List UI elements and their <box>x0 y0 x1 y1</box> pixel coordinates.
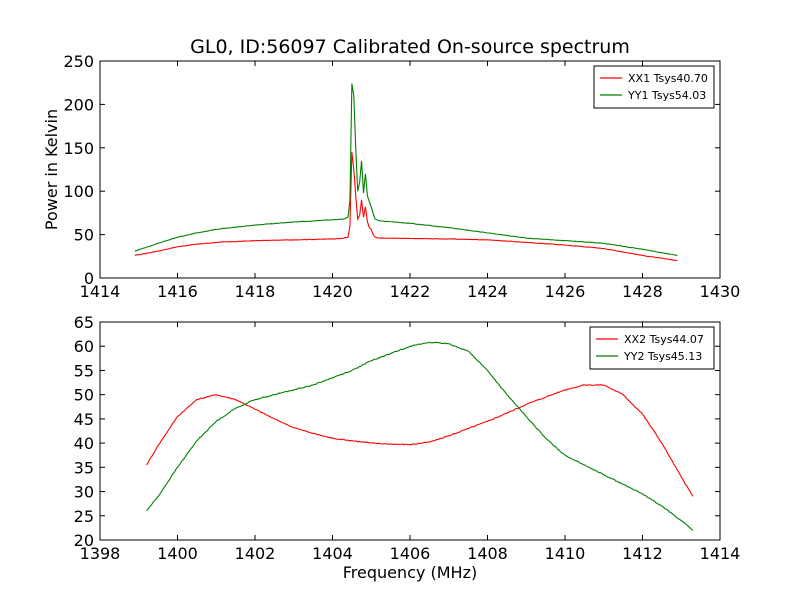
y-tick-label: 0 <box>84 269 94 288</box>
x-tick-label: 1406 <box>390 544 431 563</box>
x-tick-label: 1408 <box>467 544 508 563</box>
legend: XX2 Tsys44.07 YY2 Tsys45.13 <box>589 326 715 370</box>
series-line-2 <box>134 83 678 256</box>
y-tick-label: 50 <box>74 226 94 245</box>
figure-title: GL0, ID:56097 Calibrated On-source spect… <box>190 36 630 58</box>
x-tick-label: 1412 <box>622 544 663 563</box>
y-tick-label: 55 <box>74 361 94 380</box>
y-tick-label: 40 <box>74 434 94 453</box>
x-tick-label: 1420 <box>312 282 353 301</box>
x-tick-label: 1410 <box>545 544 586 563</box>
x-tick-label: 1414 <box>80 282 121 301</box>
y-tick-label: 250 <box>63 52 94 71</box>
x-tick-label: 1400 <box>157 544 198 563</box>
legend-box <box>593 65 715 109</box>
legend-entry: XX2 Tsys44.07 <box>624 333 704 346</box>
series-line-1 <box>146 383 694 497</box>
y-tick-label: 20 <box>74 531 94 550</box>
x-tick-label: 1418 <box>235 282 276 301</box>
y-tick-label: 65 <box>74 313 94 332</box>
x-tick-label: 1424 <box>467 282 508 301</box>
series-line-2 <box>146 341 694 531</box>
y-tick-label: 60 <box>74 337 94 356</box>
y-tick-label: 50 <box>74 386 94 405</box>
legend-entry: XX1 Tsys40.70 <box>628 72 708 85</box>
legend: XX1 Tsys40.70 YY1 Tsys54.03 <box>593 65 715 109</box>
x-tick-label: 1426 <box>545 282 586 301</box>
legend-box <box>589 326 715 370</box>
x-tick-label: 1416 <box>157 282 198 301</box>
y-tick-label: 200 <box>63 95 94 114</box>
x-tick-label: 1428 <box>622 282 663 301</box>
y-tick-label: 150 <box>63 139 94 158</box>
y-tick-label: 45 <box>74 410 94 429</box>
series-line-1 <box>134 152 678 262</box>
legend-entry: YY1 Tsys54.03 <box>627 89 706 102</box>
x-tick-label: 1402 <box>235 544 276 563</box>
y-axis-title: Power in Kelvin <box>42 109 61 230</box>
y-tick-label: 35 <box>74 458 94 477</box>
x-tick-label: 1422 <box>390 282 431 301</box>
x-tick-label: 1404 <box>312 544 353 563</box>
top-spectrum-panel: 1414 1416 1418 1420 1422 1424 1426 1428 1430 0 50 1… <box>42 52 740 301</box>
x-axis-title: Frequency (MHz) <box>343 563 477 582</box>
legend-entry: YY2 Tsys45.13 <box>623 350 702 363</box>
x-tick-label: 1430 <box>700 282 741 301</box>
y-tick-label: 25 <box>74 507 94 526</box>
bottom-spectrum-panel: 1398 1400 1402 1404 1406 1408 1410 1412 1414 20 25… <box>74 313 741 582</box>
y-tick-label: 30 <box>74 483 94 502</box>
x-tick-label: 1398 <box>80 544 121 563</box>
y-tick-label: 100 <box>63 182 94 201</box>
x-tick-label: 1414 <box>700 544 741 563</box>
